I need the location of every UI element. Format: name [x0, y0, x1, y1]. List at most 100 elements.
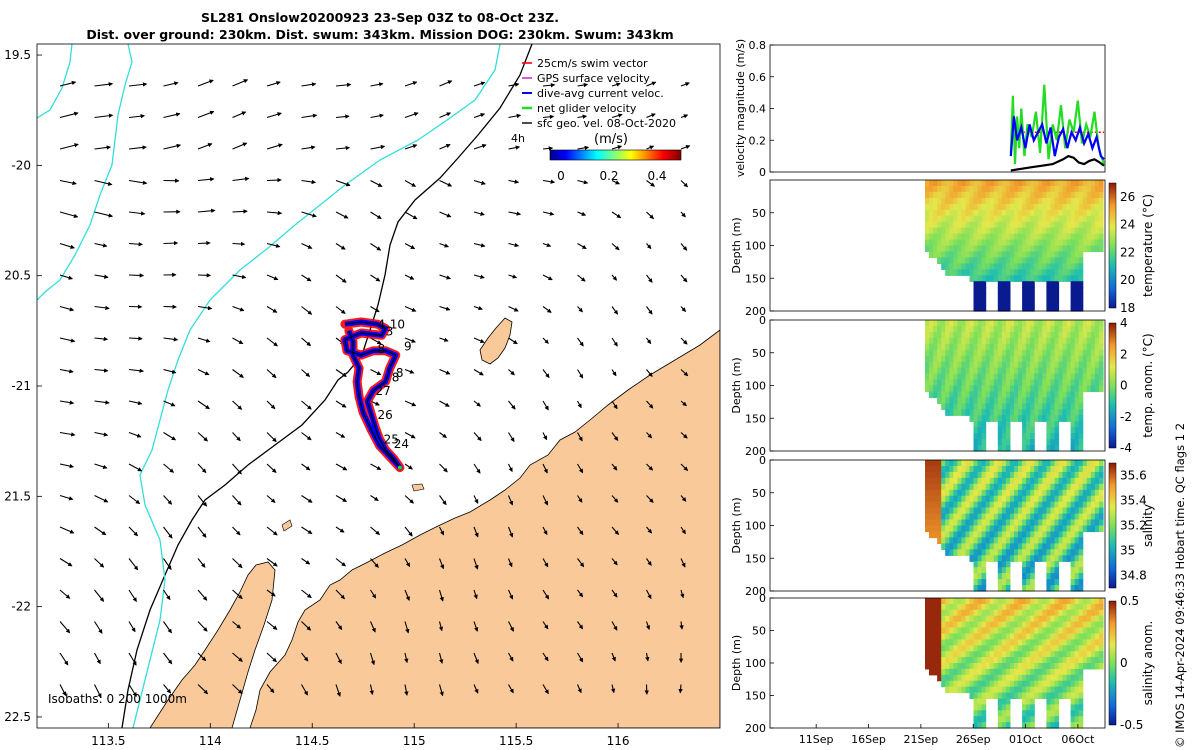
section-cell [1050, 639, 1055, 646]
section-cell [1058, 692, 1064, 699]
colorbar-label: salinity anom. [1141, 621, 1155, 706]
velocity-arrow [128, 684, 137, 697]
velocity-arrow [335, 558, 346, 567]
section-cell [961, 668, 966, 676]
section-cell [1042, 651, 1047, 658]
section-cell [1070, 439, 1076, 446]
section-cell [961, 525, 966, 533]
section-cell [1046, 180, 1051, 187]
velocity-arrow [197, 589, 208, 601]
section-cell [977, 245, 983, 253]
section-cell [1022, 561, 1027, 568]
section-cell [1026, 603, 1031, 611]
section-cell [1050, 489, 1055, 497]
section-cell [989, 186, 995, 193]
section-cell [1099, 320, 1104, 327]
section-cell [1058, 391, 1064, 399]
section-cell [949, 674, 954, 682]
section-cell [929, 326, 934, 333]
section-cell [1054, 543, 1060, 550]
velocity-arrow [611, 589, 618, 598]
section-cell [1030, 287, 1035, 294]
section-cell [1066, 609, 1072, 617]
section-cell [997, 561, 1003, 568]
section-x-tick-label: 16Sep [851, 733, 886, 746]
section-cell [1042, 609, 1047, 617]
section-cell [985, 403, 991, 410]
section-cell [981, 621, 987, 629]
section-cell [965, 349, 971, 357]
section-cell [977, 579, 983, 586]
section-cell [977, 513, 983, 521]
section-cell [1078, 337, 1084, 345]
section-cell [961, 349, 966, 357]
section-cell [997, 239, 1003, 247]
section-cell [981, 326, 987, 333]
velocity-arrow [542, 179, 556, 184]
section-cell [965, 639, 971, 646]
section-cell [1030, 722, 1035, 729]
section-cell [1066, 326, 1072, 333]
section-cell [949, 269, 954, 276]
section-cell [941, 239, 946, 247]
section-cell [977, 367, 983, 375]
section-cell [981, 627, 987, 634]
section-cell [1034, 326, 1039, 333]
velocity-arrow [197, 177, 215, 182]
section-cell [1099, 215, 1104, 223]
section-cell [1058, 409, 1064, 416]
section-cell [945, 627, 950, 634]
section-cell [969, 180, 975, 187]
section-cell [1022, 293, 1027, 300]
section-cell [977, 686, 983, 694]
section-y-tick-label: 150 [745, 552, 766, 565]
section-cell [977, 615, 983, 623]
section-cell [1074, 686, 1080, 694]
section-cell [1090, 239, 1096, 247]
velocity-arrow [577, 82, 589, 88]
section-cell [1078, 355, 1084, 363]
section-cell [985, 391, 991, 399]
section-cell [1078, 507, 1084, 515]
section-cell [973, 221, 979, 229]
section-cell [1022, 633, 1027, 640]
section-cell [1042, 409, 1047, 416]
section-cell [1030, 275, 1035, 282]
section-cell [937, 460, 942, 467]
section-cell [1005, 275, 1011, 282]
section-cell [1026, 326, 1031, 333]
section-cell [1022, 203, 1027, 211]
section-cell [985, 471, 991, 479]
section-cell [1050, 603, 1055, 611]
section-cell [993, 466, 999, 473]
section-cell [993, 320, 999, 327]
section-cell [1054, 221, 1060, 229]
section-cell [1018, 663, 1023, 670]
section-cell [973, 698, 979, 705]
section-cell [997, 507, 1003, 515]
section-cell [1022, 555, 1027, 562]
mainland-land [249, 329, 720, 728]
section-cell [997, 585, 1003, 592]
section-cell [965, 203, 971, 211]
section-cell [1062, 326, 1068, 333]
section-cell [1090, 603, 1096, 611]
section-cell [993, 385, 999, 393]
section-cell [1005, 710, 1011, 717]
section-cell [1042, 331, 1047, 339]
section-cell [1058, 233, 1064, 241]
velocity-arrow [507, 558, 513, 568]
section-cell [981, 501, 987, 509]
velocity-arrow [266, 112, 282, 119]
section-cell [997, 549, 1003, 556]
section-cell [1005, 251, 1011, 259]
section-cell [1014, 686, 1019, 694]
section-cell [973, 471, 979, 479]
section-cell [953, 349, 958, 357]
section-cell [1046, 355, 1051, 363]
section-cell [1094, 460, 1100, 467]
section-cell [937, 209, 942, 217]
section-cell [1030, 710, 1035, 717]
section-cell [1090, 197, 1096, 205]
section-cell [1034, 349, 1039, 357]
